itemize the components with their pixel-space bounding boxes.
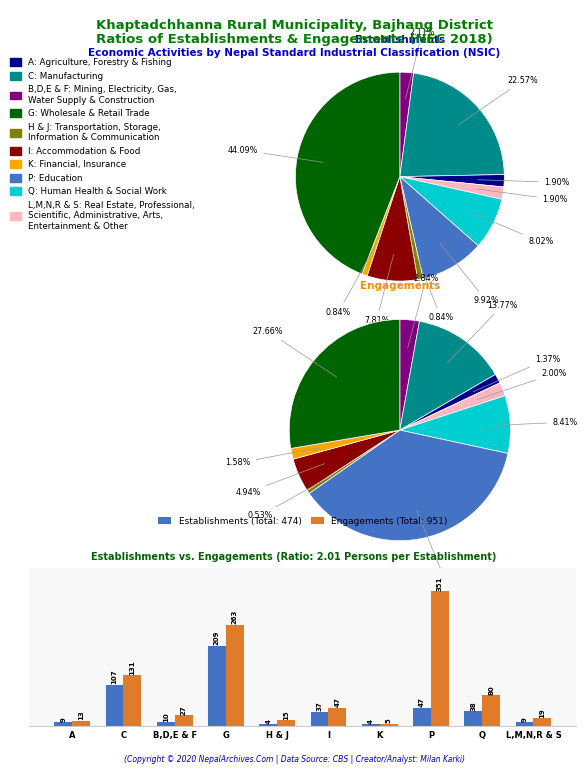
Bar [259,724,277,726]
Legend: Establishments (Total: 474), Engagements (Total: 951): Establishments (Total: 474), Engagements… [154,513,452,529]
Text: 0.53%: 0.53% [248,476,332,520]
Text: 15: 15 [283,710,289,720]
Bar [362,724,380,726]
Wedge shape [400,375,500,430]
Text: 44.09%: 44.09% [228,145,323,162]
Wedge shape [307,430,400,493]
Bar [54,722,72,726]
Bar [157,722,175,726]
Text: 351: 351 [437,576,443,591]
Text: 2.84%: 2.84% [407,273,439,348]
Text: 2.11%: 2.11% [406,28,435,99]
Text: 209: 209 [214,631,220,645]
Title: Engagements: Engagements [360,281,440,291]
Text: Ratios of Establishments & Engagements (NEC 2018): Ratios of Establishments & Engagements (… [96,33,492,46]
Text: 47: 47 [335,697,340,707]
Text: 5: 5 [386,719,392,723]
Legend: A: Agriculture, Forestry & Fishing, C: Manufacturing, B,D,E & F: Mining, Electri: A: Agriculture, Forestry & Fishing, C: M… [10,58,195,230]
Text: 10: 10 [163,712,169,722]
Text: 27.66%: 27.66% [253,327,337,377]
Text: 37: 37 [316,701,322,711]
Bar [277,720,295,726]
Wedge shape [400,383,505,430]
Wedge shape [400,174,505,187]
Wedge shape [400,396,510,453]
Text: 0.84%: 0.84% [416,253,453,323]
Text: 22.57%: 22.57% [458,76,538,125]
Bar [72,720,90,726]
Text: 0.84%: 0.84% [326,250,373,316]
Bar [380,723,397,726]
Bar [175,716,193,726]
Bar [516,722,533,726]
Bar [482,695,500,726]
Text: Establishments vs. Engagements (Ratio: 2.01 Persons per Establishment): Establishments vs. Engagements (Ratio: 2… [91,552,497,562]
Wedge shape [400,72,413,177]
Bar [329,708,346,726]
Bar [533,719,552,726]
Text: 1.37%: 1.37% [473,355,560,392]
Text: 13: 13 [78,710,84,720]
Bar [413,708,431,726]
Bar [123,676,141,726]
Text: 27: 27 [181,705,186,715]
Text: (Copyright © 2020 NepalArchives.Com | Data Source: CBS | Creator/Analyst: Milan : (Copyright © 2020 NepalArchives.Com | Da… [123,755,465,764]
Wedge shape [367,177,417,281]
Wedge shape [295,72,400,274]
Wedge shape [289,319,400,449]
Text: 4.94%: 4.94% [235,464,325,497]
Text: 8.41%: 8.41% [482,418,577,427]
Wedge shape [400,177,423,280]
Bar [105,685,123,726]
Text: 36.91%: 36.91% [417,511,460,584]
Wedge shape [293,430,400,491]
Bar [310,711,329,726]
Bar [465,711,482,726]
Text: 38: 38 [470,701,476,711]
Wedge shape [400,319,419,430]
Wedge shape [291,430,400,459]
Text: 131: 131 [129,660,135,675]
Wedge shape [362,177,400,276]
Text: Khaptadchhanna Rural Municipality, Bajhang District: Khaptadchhanna Rural Municipality, Bajha… [95,19,493,32]
Text: 7.81%: 7.81% [364,254,393,325]
Text: 80: 80 [488,685,494,694]
Text: 107: 107 [112,670,118,684]
Text: 1.90%: 1.90% [478,178,569,187]
Wedge shape [400,73,505,177]
Bar [208,645,226,726]
Text: 9: 9 [522,717,527,722]
Text: 8.02%: 8.02% [469,212,554,247]
Text: Economic Activities by Nepal Standard Industrial Classification (NSIC): Economic Activities by Nepal Standard In… [88,48,500,58]
Title: Establishments: Establishments [355,35,445,45]
Wedge shape [400,177,478,279]
Wedge shape [400,177,504,200]
Text: 9: 9 [60,717,66,722]
Text: 2.00%: 2.00% [476,369,567,400]
Wedge shape [309,430,508,541]
Text: 9.92%: 9.92% [440,243,499,305]
Text: 1.90%: 1.90% [477,189,567,204]
Bar [226,625,244,726]
Text: 1.58%: 1.58% [225,448,319,468]
Text: 4: 4 [368,719,374,723]
Text: 4: 4 [265,719,271,723]
Text: 19: 19 [539,708,546,718]
Text: 13.77%: 13.77% [447,300,518,362]
Wedge shape [400,177,502,246]
Wedge shape [400,321,496,430]
Text: 47: 47 [419,697,425,707]
Bar [431,591,449,726]
Text: 263: 263 [232,610,238,624]
